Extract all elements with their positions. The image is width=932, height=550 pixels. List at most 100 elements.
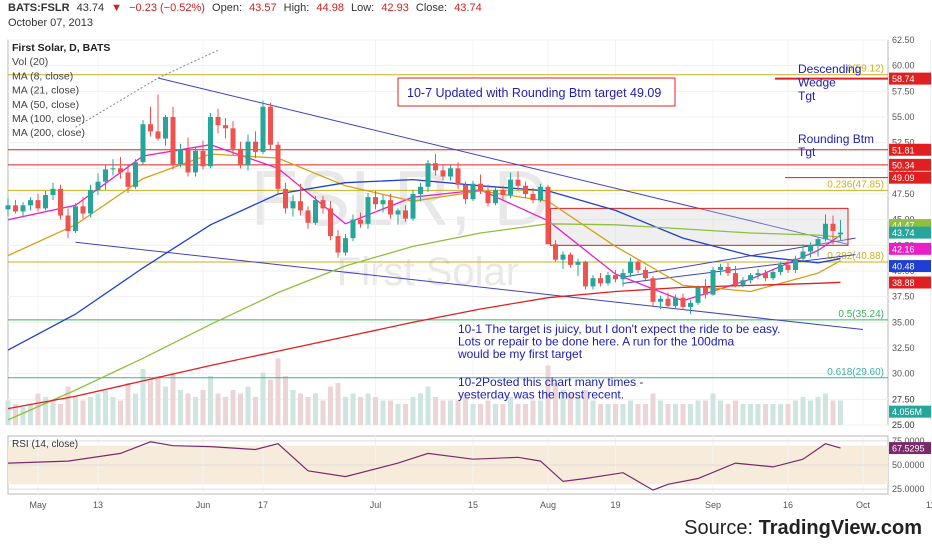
candle (605, 272, 611, 286)
candle (823, 214, 828, 242)
candle-body (328, 208, 333, 237)
candle (140, 120, 146, 165)
price-tag: 38.88 (889, 276, 931, 289)
candle (740, 277, 746, 288)
candle (20, 202, 26, 218)
volume-bar (425, 386, 431, 425)
volume-bar (838, 400, 843, 425)
candle-body (358, 219, 363, 224)
candle-body (755, 273, 761, 276)
candle-body (478, 183, 483, 191)
candle-body (718, 266, 723, 270)
candle-body (785, 264, 791, 270)
volume-bar (725, 404, 731, 425)
candle (695, 285, 701, 305)
candle-body (523, 185, 528, 194)
candle (410, 189, 416, 221)
price-tag-box (889, 72, 931, 85)
candle (95, 173, 101, 196)
volume-bar (380, 400, 386, 425)
volume-bar (778, 404, 783, 425)
candle-body (778, 264, 783, 273)
candle (35, 194, 41, 212)
candle-body (710, 269, 716, 295)
high-value: 44.98 (316, 2, 344, 14)
volume-bar (733, 400, 738, 425)
dotted-trendline (157, 49, 219, 79)
volume-bar (103, 390, 108, 425)
volume-bar (613, 404, 618, 425)
volume-bar (388, 400, 393, 425)
y-tick-label: 52.50 (892, 138, 915, 148)
candle (65, 208, 71, 239)
candle (103, 165, 108, 190)
candle-body (305, 210, 311, 223)
candle-body (148, 124, 153, 132)
price-tag: 67.5295 (889, 442, 931, 455)
consolidation-box (550, 207, 849, 246)
volume-bar (793, 400, 798, 425)
candle-body (703, 287, 708, 295)
candle-body (605, 275, 611, 284)
candle-body (688, 302, 693, 307)
volume-bar (643, 404, 648, 425)
trendline (75, 241, 864, 331)
volume-bar (58, 404, 63, 425)
candle (778, 261, 783, 276)
volume-bar (170, 372, 176, 425)
volume-bar (238, 393, 243, 425)
candle (485, 184, 491, 207)
candle (470, 180, 476, 202)
dotted-trendline (75, 77, 159, 128)
legend-item: Vol (20) (12, 56, 48, 68)
candle-body (5, 205, 11, 210)
candle-body (635, 261, 641, 270)
candle-body (628, 261, 633, 274)
candle (155, 94, 161, 141)
candle (500, 185, 506, 201)
candle (388, 194, 393, 219)
tradingview-brand[interactable]: TradingView.com (758, 517, 922, 539)
price-tag: 49.09 (889, 171, 931, 184)
wedge-target-label: Wedge (798, 76, 836, 90)
y-tick-label: 37.50 (892, 292, 915, 302)
candle-body (673, 297, 678, 306)
candle-body (598, 278, 603, 284)
candle (133, 159, 138, 189)
candle-body (43, 195, 48, 209)
x-tick-label: 15 (468, 500, 478, 510)
candle-body (733, 273, 738, 286)
candle (163, 114, 168, 146)
last-price: 43.74 (76, 2, 105, 14)
volume-bar (335, 383, 341, 425)
ma-line-21 (7, 153, 841, 293)
candle (28, 197, 33, 211)
candle-body (800, 251, 806, 259)
candle (253, 131, 258, 159)
candle-body (283, 188, 288, 209)
volume-bar (320, 400, 326, 425)
candle (530, 187, 536, 204)
candle (575, 258, 581, 277)
candle-body (823, 223, 828, 240)
candle (290, 195, 296, 217)
candle-body (178, 149, 183, 165)
candle (733, 265, 738, 288)
candle (800, 244, 806, 261)
legend-item: MA (200, close) (12, 127, 85, 139)
volume-bar (568, 393, 573, 425)
candle (200, 140, 206, 170)
candle (5, 198, 11, 217)
candle-body (185, 149, 191, 173)
volume-bar (403, 404, 408, 425)
candle-body (208, 117, 213, 167)
candle-body (725, 266, 731, 274)
price-tag-box (889, 260, 931, 273)
volume-bar (575, 397, 581, 425)
volume-bar (223, 397, 228, 425)
volume-bar (530, 400, 536, 425)
candle (170, 106, 176, 170)
candle (433, 153, 438, 176)
candle (418, 182, 423, 202)
